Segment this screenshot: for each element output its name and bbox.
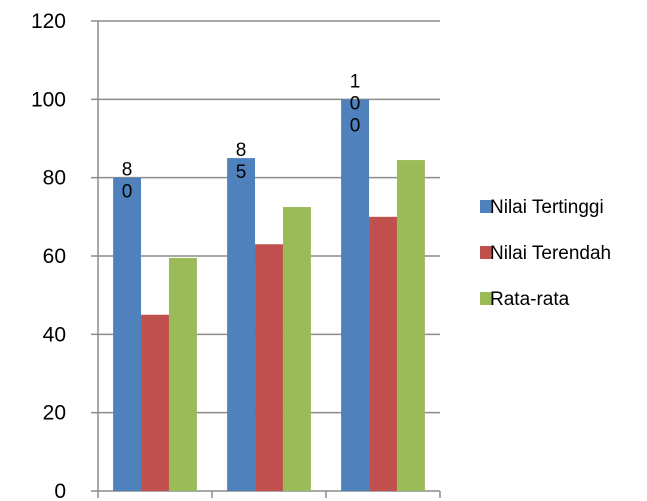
legend-swatch — [480, 200, 493, 213]
y-tick-label: 100 — [31, 88, 66, 111]
y-tick-label: 60 — [43, 245, 66, 268]
legend-label: Nilai Terendah — [490, 243, 611, 264]
y-tick-label: 120 — [31, 10, 66, 33]
legend-swatch — [480, 292, 493, 305]
legend-label: Rata-rata — [490, 289, 570, 310]
y-tick-label: 80 — [43, 167, 66, 190]
bar-rata-rata — [396, 160, 425, 491]
bar-nilai-terendah — [255, 244, 283, 491]
legend-label: Nilai Tertinggi — [490, 197, 604, 218]
legend-swatch — [480, 246, 493, 259]
bar-nilai-tertinggi — [341, 99, 370, 491]
bar-rata-rata — [168, 257, 197, 491]
y-tick-label: 20 — [43, 402, 66, 425]
bar-nilai-tertinggi — [227, 158, 256, 492]
bar-nilai-terendah — [369, 216, 397, 492]
y-tick-label: 40 — [43, 323, 66, 346]
legend: Nilai Tertinggi Nilai Terendah Rata-rata — [480, 197, 611, 310]
bars — [113, 99, 425, 492]
y-tick-label: 0 — [54, 480, 66, 501]
bar-nilai-tertinggi — [113, 177, 142, 491]
data-labels: 8 0 8 5 1 0 0 — [122, 71, 361, 202]
bar-nilai-terendah — [141, 314, 169, 491]
bar-rata-rata — [282, 207, 311, 491]
